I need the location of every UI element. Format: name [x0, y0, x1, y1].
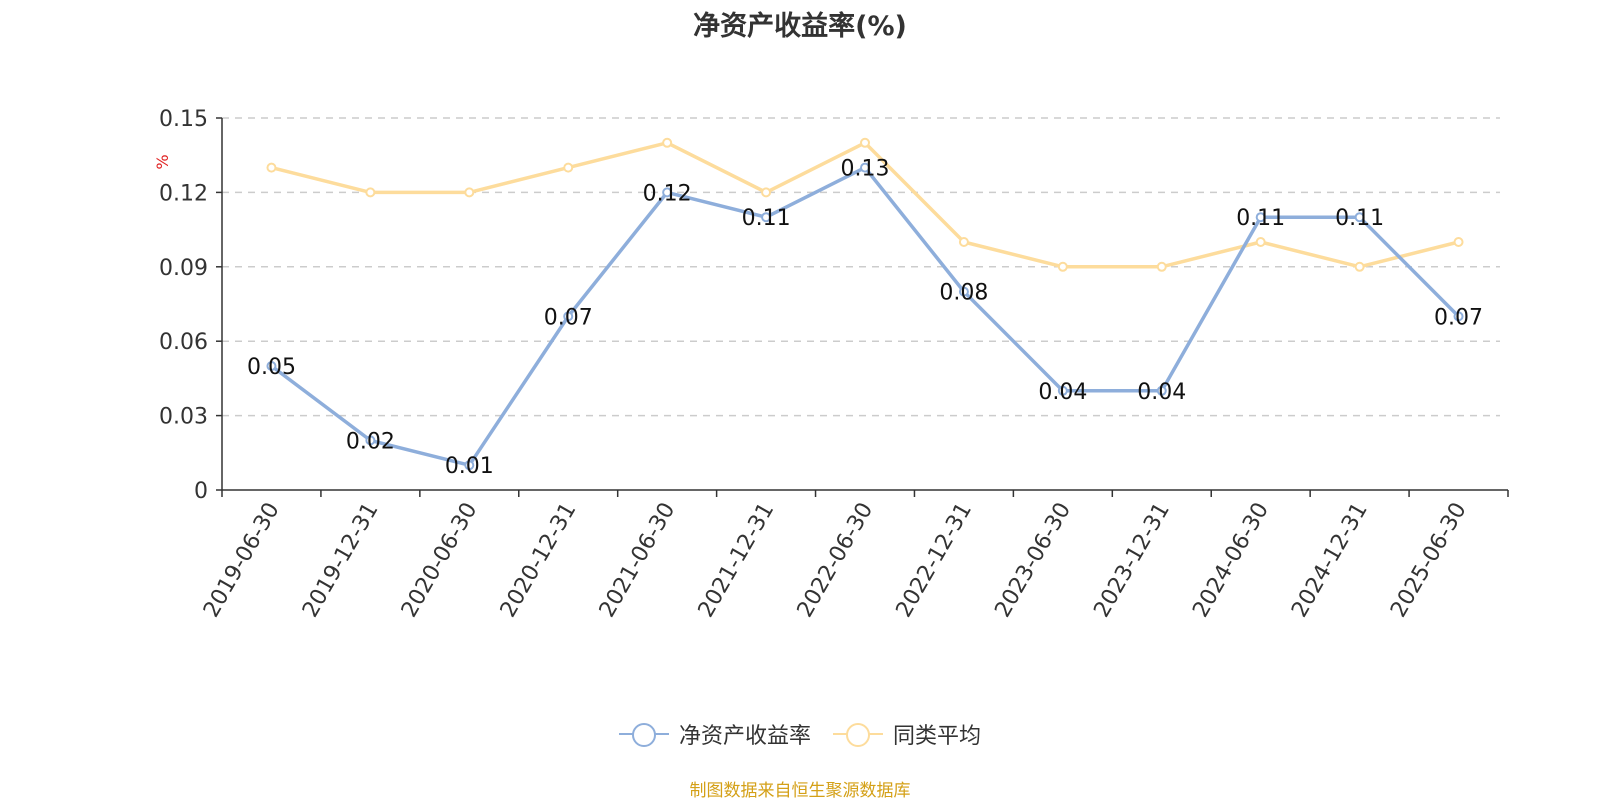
legend-swatch-peer-average	[833, 722, 883, 747]
legend-label-roe: 净资产收益率	[678, 724, 811, 749]
series-point-0	[1057, 385, 1068, 396]
x-tick-label: 2022-06-30	[793, 499, 879, 622]
x-tick-label: 2022-12-31	[892, 499, 978, 622]
data-label: 0.01	[445, 454, 494, 479]
series-point-0	[1255, 212, 1266, 223]
series-point-0	[464, 460, 475, 471]
series-point-0	[563, 311, 574, 322]
data-label: 0.07	[1434, 305, 1483, 330]
chart-title: 净资产收益率(%)	[693, 11, 907, 42]
series-point-1	[761, 187, 772, 198]
y-axis-label: %	[153, 154, 172, 169]
data-label: 0.04	[1137, 380, 1186, 405]
data-label: 0.02	[346, 429, 395, 454]
x-tick-label: 2021-12-31	[694, 499, 780, 622]
data-label: 0.05	[247, 355, 296, 380]
series-point-0	[1354, 212, 1365, 223]
data-label: 0.13	[841, 157, 890, 182]
x-tick-label: 2024-12-31	[1287, 499, 1373, 622]
data-label: 0.11	[742, 206, 791, 231]
series-point-0	[365, 435, 376, 446]
series-point-1	[1354, 261, 1365, 272]
legend-swatch-roe	[618, 722, 669, 747]
data-label: 0.12	[643, 181, 692, 206]
series-point-0	[266, 361, 277, 371]
x-tick-label: 2023-12-31	[1089, 499, 1175, 622]
series-point-1	[1255, 237, 1266, 247]
legend-label-peer-average: 同类平均	[893, 724, 982, 749]
series-point-1	[1057, 261, 1068, 272]
data-label: 0.07	[544, 305, 593, 330]
series-point-1	[464, 187, 475, 198]
series-point-0	[958, 286, 969, 297]
y-tick-label: 0.12	[159, 181, 208, 206]
legend-item-peer-average[interactable]: 同类平均	[833, 718, 981, 750]
y-tick-label: 0.06	[159, 330, 208, 355]
x-tick-label: 2020-12-31	[496, 499, 582, 622]
series-point-1	[563, 162, 574, 173]
series-point-0	[761, 212, 772, 223]
y-tick-label: 0.15	[159, 107, 208, 132]
x-tick-label: 2019-06-30	[199, 499, 285, 622]
x-tick-label: 2020-06-30	[397, 499, 483, 622]
series-point-0	[860, 162, 870, 173]
series-point-1	[266, 162, 277, 173]
data-label: 0.11	[1236, 206, 1285, 231]
series-point-1	[365, 187, 376, 198]
y-tick-label: 0.03	[159, 405, 208, 430]
y-tick-label: 0	[194, 479, 208, 504]
data-label: 0.04	[1038, 380, 1087, 405]
series-point-1	[958, 237, 969, 247]
series-point-1	[1453, 237, 1464, 247]
y-tick-label: 0.09	[159, 256, 208, 281]
series-point-1	[860, 137, 870, 148]
x-tick-label: 2019-12-31	[298, 499, 384, 622]
chart-legend: 净资产收益率 同类平均	[0, 718, 1600, 750]
x-tick-label: 2023-06-30	[990, 499, 1076, 622]
data-label: 0.08	[939, 281, 988, 306]
series-point-0	[1453, 311, 1464, 322]
legend-item-roe[interactable]: 净资产收益率	[618, 718, 811, 750]
x-tick-label: 2021-06-30	[595, 499, 681, 622]
x-tick-label: 2025-06-30	[1386, 499, 1472, 622]
series-point-0	[662, 187, 673, 198]
series-point-0	[1156, 385, 1167, 396]
series-point-1	[1156, 261, 1167, 272]
data-source-note: 制图数据来自恒生聚源数据库	[689, 781, 911, 801]
data-label: 0.11	[1335, 206, 1384, 231]
series-point-1	[662, 137, 673, 148]
x-tick-label: 2024-06-30	[1188, 499, 1274, 622]
